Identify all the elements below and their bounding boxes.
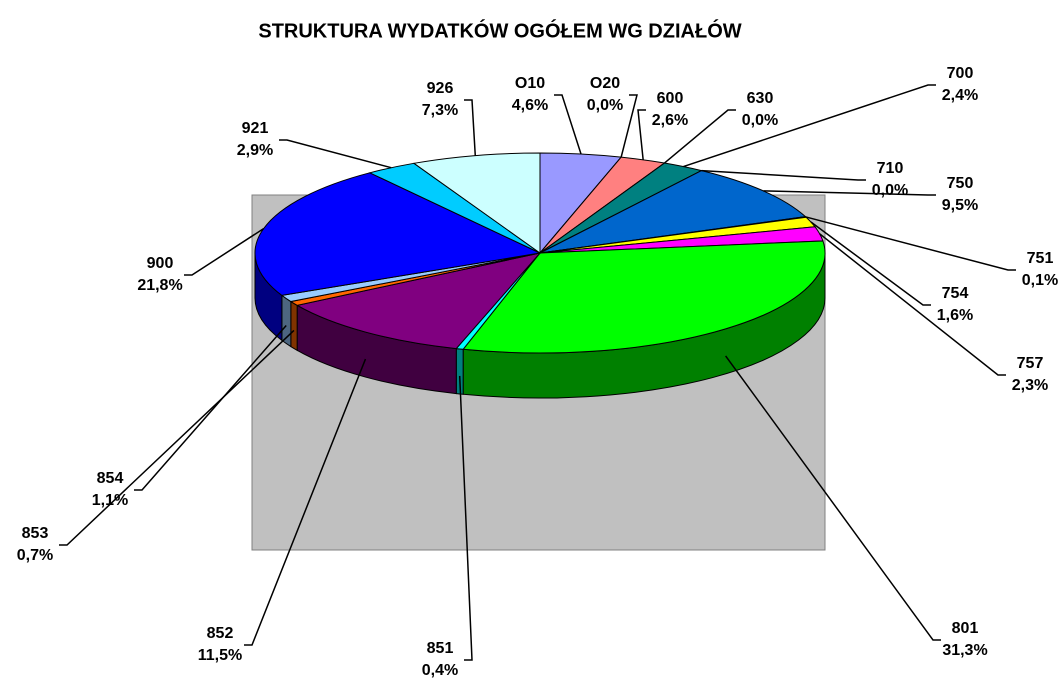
leader-line: [637, 109, 646, 160]
data-label-name: 751: [1027, 250, 1054, 267]
data-label-value: 31,3%: [942, 642, 987, 659]
data-label-name: 926: [427, 80, 454, 97]
leader-line: [663, 109, 736, 164]
data-label-value: 2,3%: [1012, 377, 1048, 394]
data-label-name: 630: [747, 90, 774, 107]
data-label-name: 750: [947, 175, 974, 192]
data-label-name: 754: [942, 285, 969, 302]
leader-line: [244, 358, 367, 646]
data-label-value: 2,6%: [652, 112, 688, 129]
leader-line: [701, 169, 866, 181]
data-label-value: 7,3%: [422, 102, 458, 119]
leader-line: [725, 355, 941, 641]
pie-slice: [462, 240, 826, 354]
data-label-name: 854: [97, 470, 124, 487]
leader-line: [464, 99, 477, 156]
data-label-name: 801: [952, 620, 979, 637]
data-label-value: 0,0%: [872, 182, 908, 199]
leader-line: [763, 190, 936, 196]
data-label-name: 921: [242, 120, 269, 137]
data-label-name: 852: [207, 625, 234, 642]
pie-slice: [539, 170, 807, 254]
data-label-name: 600: [657, 90, 684, 107]
chart-title: STRUKTURA WYDATKÓW OGÓŁEM WG DZIAŁÓW: [258, 18, 741, 42]
leader-line: [819, 233, 1006, 376]
leader-line: [683, 84, 936, 168]
data-label-value: 21,8%: [137, 277, 182, 294]
leader-line: [184, 227, 265, 276]
data-label-name: O10: [515, 75, 545, 92]
leader-line: [810, 221, 931, 306]
data-label-value: 0,0%: [587, 97, 623, 114]
data-label-value: 1,1%: [92, 492, 128, 509]
pie-side: [290, 300, 298, 352]
data-label-name: 710: [877, 160, 904, 177]
leader-line: [554, 94, 582, 155]
data-label-value: 11,5%: [198, 647, 242, 664]
data-label-value: 0,1%: [1022, 272, 1058, 289]
data-label-name: 700: [947, 65, 974, 82]
data-label-name: 900: [147, 255, 174, 272]
data-label-value: 2,9%: [237, 142, 273, 159]
pie-slice: [412, 152, 541, 254]
leader-line: [805, 216, 1016, 271]
data-label-value: 0,4%: [422, 662, 458, 679]
data-label-value: 9,5%: [942, 197, 978, 214]
data-label-name: 757: [1017, 355, 1044, 372]
data-label-name: 851: [427, 640, 454, 657]
data-label-value: 0,0%: [742, 112, 778, 129]
leader-line: [458, 375, 473, 661]
data-label-value: 2,4%: [942, 87, 978, 104]
data-label-value: 4,6%: [512, 97, 548, 114]
data-label-name: 853: [22, 525, 49, 542]
data-label-name: O20: [590, 75, 620, 92]
data-label-value: 0,7%: [17, 547, 53, 564]
leader-line: [620, 94, 638, 158]
data-label-value: 1,6%: [937, 307, 973, 324]
pie-slice: [295, 252, 542, 350]
leader-line: [134, 325, 287, 491]
leader-line: [279, 139, 392, 169]
pie-side: [281, 294, 292, 348]
